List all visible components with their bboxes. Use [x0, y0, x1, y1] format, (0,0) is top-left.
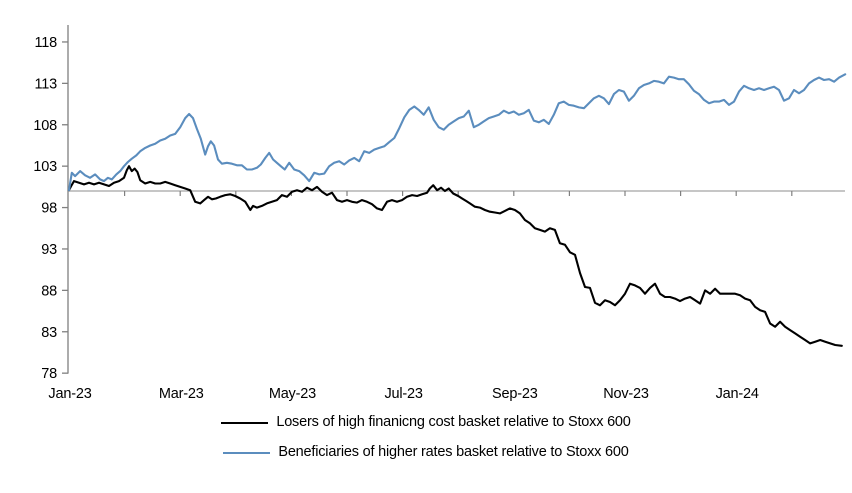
legend: Losers of high finanicng cost basket rel… — [0, 414, 852, 461]
y-axis-tick-label: 78 — [41, 366, 57, 382]
y-axis-tick-label: 118 — [34, 35, 57, 51]
series-line-losers — [67, 165, 843, 347]
x-axis-tick-label: May-23 — [269, 386, 316, 402]
x-axis-tick-label: Mar-23 — [159, 386, 204, 402]
x-axis-tick-label: Jan-24 — [716, 386, 759, 402]
y-axis-tick-label: 98 — [41, 201, 57, 217]
y-axis-tick-label: 103 — [33, 159, 57, 175]
x-axis-tick-label: Jan-23 — [48, 386, 91, 402]
series-line-beneficiaries — [67, 73, 847, 192]
legend-item-losers: Losers of high finanicng cost basket rel… — [221, 414, 631, 431]
y-axis-tick-label: 83 — [41, 325, 57, 341]
y-axis-tick-label: 93 — [41, 242, 57, 258]
legend-label-losers: Losers of high finanicng cost basket rel… — [276, 414, 631, 430]
x-axis-tick-label: Jul-23 — [384, 386, 422, 402]
x-axis-tick-label: Sep-23 — [492, 386, 538, 402]
legend-label-beneficiaries: Beneficiaries of higher rates basket rel… — [278, 444, 629, 460]
plot-area: 78 83 88 93 98 103 108 113 118 Jan-23 Mar-23 May-23… — [33, 25, 847, 402]
y-axis-tick-label: 108 — [33, 118, 57, 134]
legend-line-black-icon — [221, 421, 269, 424]
legend-line-blue-icon — [223, 451, 271, 454]
y-axis-tick-label: 88 — [41, 283, 57, 299]
y-axis-tick-label: 113 — [34, 76, 57, 92]
x-axis-tick-label: Nov-23 — [603, 386, 649, 402]
legend-item-beneficiaries: Beneficiaries of higher rates basket rel… — [223, 444, 629, 461]
